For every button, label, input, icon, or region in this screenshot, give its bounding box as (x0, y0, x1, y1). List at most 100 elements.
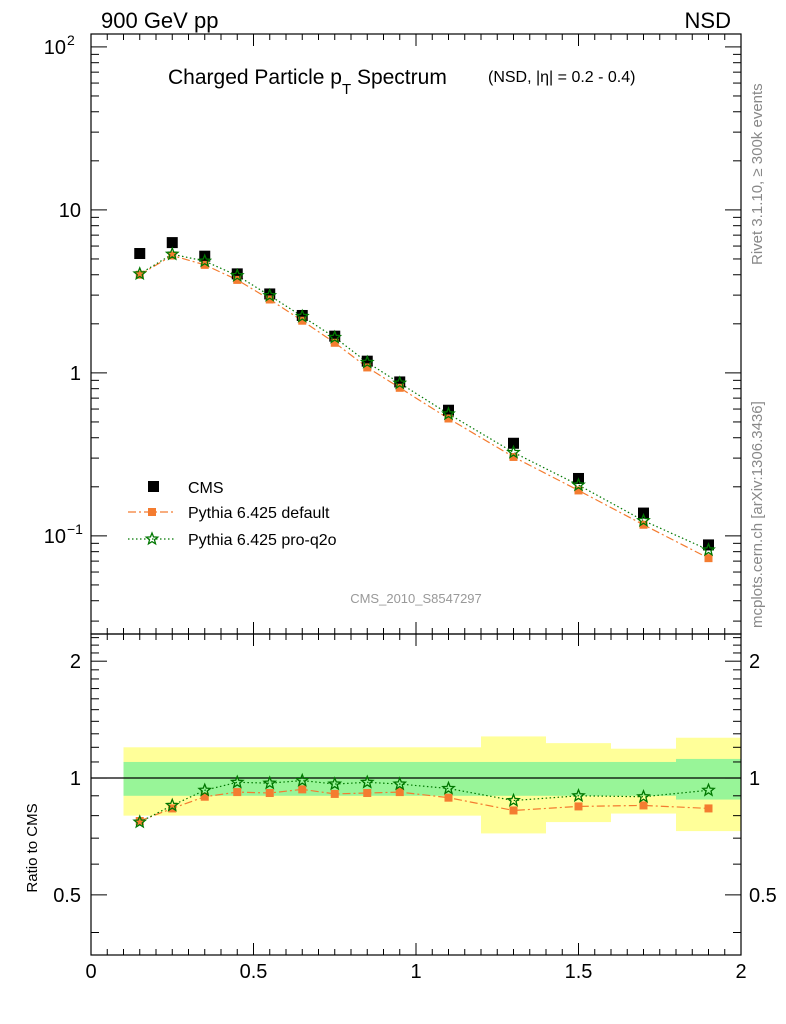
data-point-cms (134, 248, 146, 260)
data-point-default (574, 486, 583, 495)
ratio-point-default (509, 806, 518, 815)
ratio-point-proq2o (701, 782, 716, 797)
x-tick-label: 0.5 (240, 961, 268, 983)
ratio-point-default (395, 788, 404, 797)
ratio-point-default (298, 785, 307, 794)
header-left: 900 GeV pp (101, 8, 218, 33)
ratio-point-proq2o (636, 788, 651, 804)
green-band-bin (123, 761, 156, 796)
data-point-cms (443, 404, 454, 416)
legend-proq2o-label: Pythia 6.425 pro-q2o (188, 532, 337, 549)
data-point-proq2o (636, 512, 651, 527)
data-point-proq2o (197, 253, 213, 268)
data-point-default (265, 295, 274, 304)
data-point-cms (231, 268, 243, 280)
legend-cms-marker (148, 481, 159, 492)
legend-default-label: Pythia 6.425 default (188, 505, 330, 522)
ratio-point-proq2o (441, 780, 456, 795)
ratio-point-default (200, 792, 209, 801)
data-series (132, 237, 716, 829)
ratio-point-default (704, 804, 713, 813)
data-point-default (298, 316, 307, 325)
data-point-proq2o (441, 406, 456, 421)
data-point-cms (264, 288, 276, 300)
ratio-point-proq2o (506, 792, 521, 807)
x-tick-label: 1 (410, 961, 421, 983)
ratio-point-proq2o (229, 774, 245, 789)
series-line-top-2 (139, 253, 709, 551)
ratio-point-proq2o (294, 772, 310, 787)
header-right: NSD (685, 8, 731, 33)
chart-title-detail: (NSD, |η| = 0.2 - 0.4) (488, 69, 635, 86)
ratio-point-default (363, 789, 372, 798)
chart-title-subscript: T (342, 81, 351, 98)
y-tick-label-top: 10 (44, 37, 66, 59)
ratio-point-default (330, 789, 339, 798)
data-point-default (233, 275, 242, 284)
series-line-ratio-1 (139, 788, 709, 822)
data-point-default (704, 554, 713, 563)
green-band-bin (481, 761, 546, 796)
ratio-point-proq2o (132, 814, 148, 829)
ratio-point-proq2o (359, 774, 375, 789)
data-point-default (135, 270, 144, 279)
data-point-proq2o (262, 287, 278, 302)
y-tick-label-exponent: 2 (67, 32, 75, 48)
data-point-cms (166, 237, 178, 249)
legend: CMS Pythia 6.425 default Pythia 6.425 pr… (128, 480, 337, 549)
x-tick-label: 2 (735, 961, 746, 983)
mcplots-label: mcplots.cern.ch [arXiv:1306.3436] (749, 401, 766, 628)
data-point-proq2o (392, 375, 408, 390)
analysis-ref-label: CMS_2010_S8547297 (350, 591, 482, 606)
y-tick-label-ratio: 0.5 (53, 885, 81, 907)
data-point-proq2o (164, 246, 180, 261)
ratio-axis-label: Ratio to CMS (24, 803, 41, 892)
y-tick-label-top: 10 (44, 526, 66, 548)
data-point-proq2o (506, 444, 521, 459)
ratio-point-default (233, 788, 242, 797)
green-band-bin (156, 761, 189, 796)
chart-title: Charged Particle pT Spectrum (168, 66, 447, 98)
data-point-proq2o (294, 308, 310, 323)
data-point-default (509, 452, 518, 461)
legend-default-marker (148, 508, 156, 516)
series-line-top-1 (139, 254, 709, 559)
green-band-bin (416, 761, 481, 796)
data-point-cms (329, 330, 341, 342)
data-point-cms (508, 437, 519, 449)
y-tick-label-top: 10 (59, 200, 81, 222)
data-point-cms (361, 355, 373, 367)
data-point-cms (296, 309, 308, 321)
data-point-default (363, 363, 372, 372)
ratio-point-proq2o (164, 797, 180, 812)
y-tick-label-ratio: 2 (70, 651, 81, 673)
y-tick-label-exponent: −1 (67, 521, 83, 537)
axes (90, 33, 742, 956)
data-point-cms (394, 376, 406, 388)
legend-proq2o-marker (144, 531, 160, 546)
data-point-proq2o (359, 354, 375, 369)
uncertainty-bands (123, 736, 741, 834)
data-point-proq2o (132, 266, 148, 281)
y-tick-label-ratio-right: 2 (749, 651, 760, 673)
y-tick-label-ratio-right: 0.5 (749, 885, 777, 907)
data-point-default (444, 414, 453, 423)
x-tick-label: 0 (85, 961, 96, 983)
ratio-point-proq2o (392, 776, 408, 791)
data-point-proq2o (229, 267, 245, 282)
data-point-default (200, 260, 209, 269)
chart-title-main: Charged Particle p (168, 66, 342, 89)
data-point-default (639, 520, 648, 529)
ratio-point-default (639, 801, 648, 810)
ratio-point-default (265, 789, 274, 798)
chart-title-main2: Spectrum (351, 66, 447, 89)
y-tick-label-ratio: 1 (70, 768, 81, 790)
data-point-proq2o (701, 542, 716, 557)
ratio-point-proq2o (197, 782, 213, 797)
rivet-label: Rivet 3.1.10, ≥ 300k events (749, 83, 766, 265)
x-tick-label: 1.5 (565, 961, 593, 983)
ratio-point-default (574, 802, 583, 811)
ratio-point-proq2o (262, 775, 278, 790)
